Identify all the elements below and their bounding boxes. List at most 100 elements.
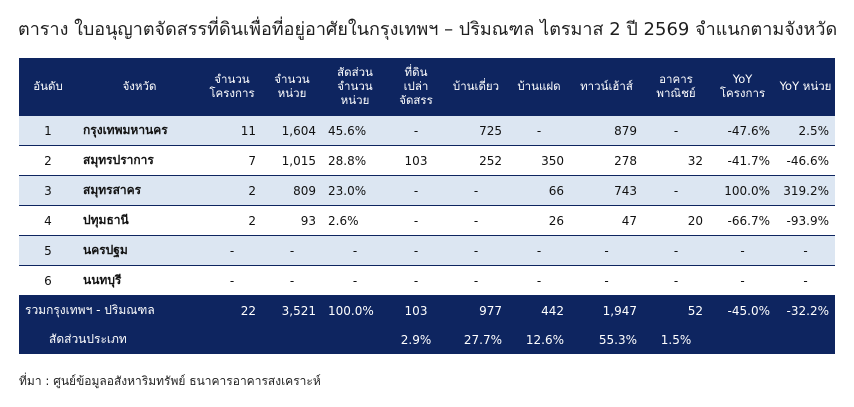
header-detached: บ้านเดี่ยว <box>444 58 508 115</box>
cell-projects: - <box>202 235 262 266</box>
total-yoy-units: -32.2% <box>776 295 835 325</box>
cell-commercial: - <box>643 175 709 206</box>
cell-province: นนทบุรี <box>77 265 202 296</box>
cell-province: ปทุมธานี <box>77 205 202 236</box>
total-share: 100.0% <box>322 295 388 325</box>
cell-townhouse: 278 <box>570 145 643 176</box>
header-share: สัดส่วน จำนวน หน่วย <box>322 58 388 115</box>
cell-commercial: 20 <box>643 205 709 236</box>
ratio-twin: 12.6% <box>508 325 570 354</box>
total-detached: 977 <box>444 295 508 325</box>
cell-twin: 66 <box>508 175 570 206</box>
cell-projects: 2 <box>202 205 262 236</box>
cell-province: สมุทรปราการ <box>77 145 202 176</box>
header-yoy-units: YoY หน่วย <box>776 58 835 115</box>
cell-commercial: 32 <box>643 145 709 176</box>
cell-province: กรุงเทพมหานคร <box>77 114 202 146</box>
cell-yoy-projects: 100.0% <box>709 175 776 206</box>
header-twin: บ้านแฝด <box>508 58 570 115</box>
cell-yoy-units: 319.2% <box>776 175 835 206</box>
ratio-empty-cell <box>776 325 835 354</box>
total-projects: 22 <box>202 295 262 325</box>
cell-rank: 1 <box>19 114 77 146</box>
total-label: รวมกรุงเทพฯ - ปริมณฑล <box>19 295 202 325</box>
ratio-commercial: 1.5% <box>643 325 709 354</box>
total-twin: 442 <box>508 295 570 325</box>
header-commercial: อาคาร พาณิชย์ <box>643 58 709 115</box>
cell-units: 1,604 <box>262 114 322 146</box>
table-row: 5 นครปฐม - - - - - - - - - - <box>19 235 835 266</box>
cell-province: นครปฐม <box>77 235 202 266</box>
cell-units: 809 <box>262 175 322 206</box>
cell-yoy-units: -93.9% <box>776 205 835 236</box>
table-row: 2 สมุทรปราการ 7 1,015 28.8% 103 252 350 … <box>19 145 835 176</box>
cell-projects: 11 <box>202 114 262 146</box>
total-land: 103 <box>388 295 444 325</box>
cell-twin: - <box>508 114 570 146</box>
ratio-detached: 27.7% <box>444 325 508 354</box>
cell-yoy-projects: -41.7% <box>709 145 776 176</box>
header-townhouse: ทาวน์เฮ้าส์ <box>570 58 643 115</box>
cell-projects: 2 <box>202 175 262 206</box>
cell-detached: - <box>444 205 508 236</box>
header-projects: จำนวน โครงการ <box>202 58 262 115</box>
cell-projects: - <box>202 265 262 296</box>
cell-twin: 350 <box>508 145 570 176</box>
cell-townhouse: 879 <box>570 114 643 146</box>
table-row: 6 นนทบุรี - - - - - - - - - - <box>19 265 835 296</box>
cell-detached: - <box>444 265 508 296</box>
cell-province: สมุทรสาคร <box>77 175 202 206</box>
cell-rank: 6 <box>19 265 77 296</box>
total-yoy-projects: -45.0% <box>709 295 776 325</box>
cell-townhouse: - <box>570 265 643 296</box>
cell-rank: 5 <box>19 235 77 266</box>
cell-twin: - <box>508 265 570 296</box>
cell-rank: 4 <box>19 205 77 236</box>
total-units: 3,521 <box>262 295 322 325</box>
cell-share: - <box>322 265 388 296</box>
header-province: จังหวัด <box>77 58 202 115</box>
table-title: ตาราง ใบอนุญาตจัดสรรที่ดินเพื่อที่อยู่อา… <box>18 19 838 40</box>
total-townhouse: 1,947 <box>570 295 643 325</box>
cell-twin: - <box>508 235 570 266</box>
cell-land: - <box>388 205 444 236</box>
cell-land: - <box>388 235 444 266</box>
cell-share: 28.8% <box>322 145 388 176</box>
ratio-townhouse: 55.3% <box>570 325 643 354</box>
cell-commercial: - <box>643 235 709 266</box>
cell-yoy-units: - <box>776 265 835 296</box>
table-row: 4 ปทุมธานี 2 93 2.6% - - 26 47 20 -66.7%… <box>19 205 835 236</box>
cell-detached: - <box>444 175 508 206</box>
header-units: จำนวน หน่วย <box>262 58 322 115</box>
cell-land: - <box>388 175 444 206</box>
cell-detached: 252 <box>444 145 508 176</box>
cell-rank: 2 <box>19 145 77 176</box>
cell-share: 23.0% <box>322 175 388 206</box>
cell-land: - <box>388 114 444 146</box>
ratio-label: สัดส่วนประเภท <box>19 325 388 354</box>
header-row: อันดับ จังหวัด จำนวน โครงการ จำนวน หน่วย… <box>19 58 835 115</box>
cell-yoy-projects: -66.7% <box>709 205 776 236</box>
cell-yoy-units: -46.6% <box>776 145 835 176</box>
cell-share: - <box>322 235 388 266</box>
cell-detached: - <box>444 235 508 266</box>
permit-table: อันดับ จังหวัด จำนวน โครงการ จำนวน หน่วย… <box>19 58 835 354</box>
total-commercial: 52 <box>643 295 709 325</box>
table-row: 3 สมุทรสาคร 2 809 23.0% - - 66 743 - 100… <box>19 175 835 206</box>
cell-land: - <box>388 265 444 296</box>
cell-yoy-units: 2.5% <box>776 114 835 146</box>
cell-townhouse: 743 <box>570 175 643 206</box>
cell-units: 93 <box>262 205 322 236</box>
cell-yoy-projects: - <box>709 265 776 296</box>
ratio-row: สัดส่วนประเภท 2.9% 27.7% 12.6% 55.3% 1.5… <box>19 325 835 354</box>
cell-yoy-projects: -47.6% <box>709 114 776 146</box>
ratio-land: 2.9% <box>388 325 444 354</box>
ratio-empty-cell <box>709 325 776 354</box>
table-row: 1 กรุงเทพมหานคร 11 1,604 45.6% - 725 - 8… <box>19 114 835 146</box>
cell-commercial: - <box>643 265 709 296</box>
cell-townhouse: 47 <box>570 205 643 236</box>
source-note: ที่มา : ศูนย์ข้อมูลอสังหาริมทรัพย์ ธนาคา… <box>19 374 321 388</box>
total-row: รวมกรุงเทพฯ - ปริมณฑล 22 3,521 100.0% 10… <box>19 295 835 325</box>
cell-land: 103 <box>388 145 444 176</box>
cell-units: 1,015 <box>262 145 322 176</box>
